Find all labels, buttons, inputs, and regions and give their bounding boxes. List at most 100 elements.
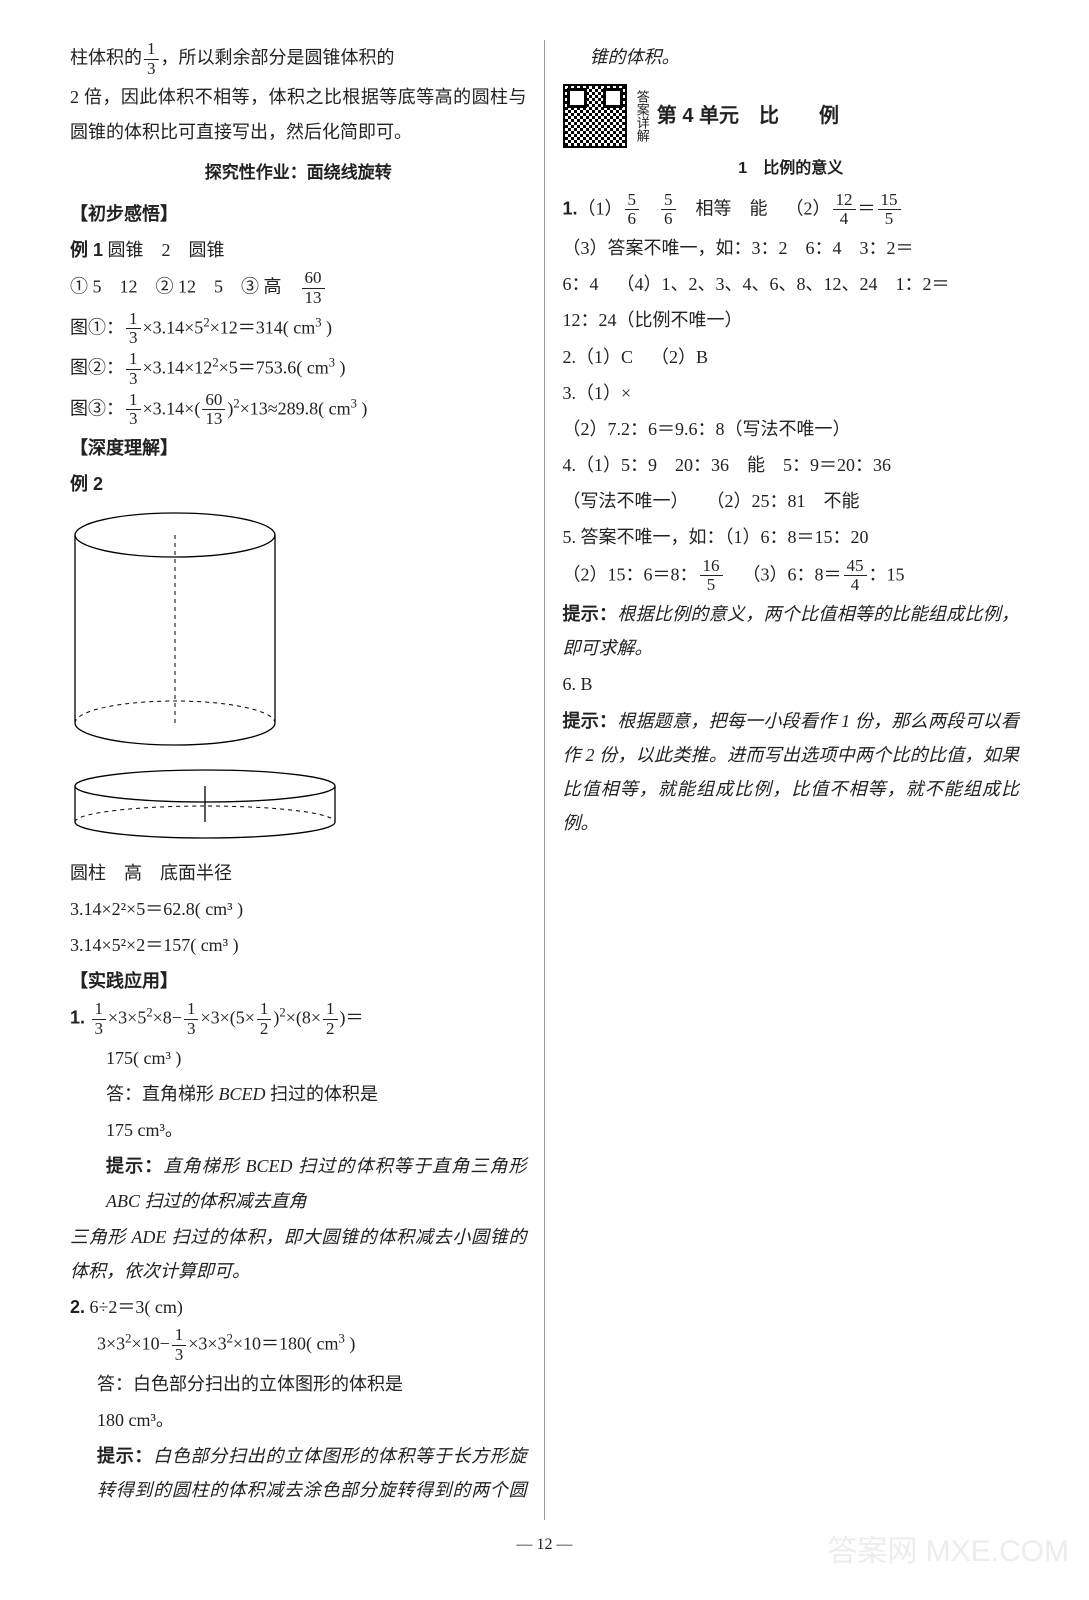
t: 3×3 bbox=[97, 1334, 125, 1354]
frac: 12 bbox=[323, 1000, 338, 1038]
hint-label: 提示： bbox=[97, 1446, 153, 1466]
t: （1） bbox=[578, 198, 623, 218]
app1-result: 175( cm³ ) bbox=[70, 1041, 527, 1075]
num: 1. bbox=[563, 198, 578, 218]
hint-text: 直角梯形 BCED 扫过的体积等于直角三角形 ABC 扫过的体积减去直角 bbox=[106, 1156, 527, 1210]
frac: 13 bbox=[126, 350, 141, 388]
example-2: 例 2 bbox=[70, 467, 527, 501]
t: BCED bbox=[219, 1084, 266, 1104]
t: ) bbox=[345, 1334, 356, 1354]
page-number: — 12 — bbox=[70, 1530, 1019, 1560]
r13: 6. B bbox=[563, 667, 1020, 701]
hint-text: 根据题意，把每一小段看作 1 份，那么两段可以看作 2 份，以此类推。进而写出选… bbox=[563, 711, 1020, 834]
r10: 5. 答案不唯一，如：（1）6：8＝15：20 bbox=[563, 520, 1020, 554]
frac: 13 bbox=[126, 391, 141, 429]
t: ×3× bbox=[200, 1008, 229, 1028]
t: （3）6：8＝ bbox=[725, 564, 842, 584]
frac: 13 bbox=[92, 1000, 107, 1038]
frac-15-5: 155 bbox=[878, 191, 901, 229]
t: ) bbox=[335, 357, 346, 377]
t: 图②： bbox=[70, 357, 124, 377]
ex1-label: 例 1 bbox=[70, 240, 103, 260]
fig3-calc: 图③：13×3.14×(6013)2×13≈289.8( cm3 ) bbox=[70, 391, 527, 429]
q2-line1: 2. 6÷2＝3( cm) bbox=[70, 1290, 527, 1324]
para-intro-2: 2 倍，因此体积不相等，体积之比根据等底等高的圆柱与圆锥的体积比可直接写出，然后… bbox=[70, 80, 527, 148]
t: ×3×3 bbox=[188, 1334, 226, 1354]
t: ×13≈289.8( cm bbox=[240, 398, 351, 418]
hint-label: 提示： bbox=[563, 604, 618, 624]
t: ×3.14×5 bbox=[143, 317, 204, 337]
t: 图③： bbox=[70, 398, 124, 418]
t: 8× bbox=[302, 1008, 321, 1028]
text: 柱体积的 bbox=[70, 47, 142, 67]
r5: 2.（1）C （2）B bbox=[563, 340, 1020, 374]
frac: 13 bbox=[184, 1000, 199, 1038]
frac-16-5: 165 bbox=[700, 557, 723, 595]
t: 6÷2＝3( cm) bbox=[90, 1297, 183, 1317]
line-nums: ① 5 12 ② 12 5 ③ 高 6013 bbox=[70, 269, 527, 307]
t: ×3.14×12 bbox=[143, 357, 213, 377]
t: ) bbox=[357, 398, 368, 418]
t: ) bbox=[322, 317, 333, 337]
r6: 3.（1）× bbox=[563, 376, 1020, 410]
unit-header-row: 答案详解 第 4 单元 比 例 bbox=[563, 84, 1020, 148]
t: ＝ bbox=[346, 1008, 364, 1028]
t: ：15 bbox=[869, 564, 905, 584]
qr-label: 答案详解 bbox=[635, 90, 649, 142]
fig2-calc: 图②：13×3.14×122×5＝753.6( cm3 ) bbox=[70, 350, 527, 388]
t: （2）15：6＝8： bbox=[563, 564, 698, 584]
ex1-text: 圆锥 2 圆锥 bbox=[108, 240, 225, 260]
app1-line1: 1. 13×3×52×8−13×3×(5×12)2×(8×12)＝ bbox=[70, 1000, 527, 1038]
example-1: 例 1 圆锥 2 圆锥 bbox=[70, 233, 527, 267]
r7: （2）7.2：6＝9.6：8（写法不唯一） bbox=[563, 412, 1020, 446]
frac-60-13: 6013 bbox=[202, 391, 225, 429]
cyl-calc-2: 3.14×5²×2＝157( cm³ ) bbox=[70, 928, 527, 962]
r14: 提示：根据题意，把每一小段看作 1 份，那么两段可以看作 2 份，以此类推。进而… bbox=[563, 704, 1020, 841]
q2-calc: 3×32×10−13×3×32×10＝180( cm3 ) bbox=[70, 1326, 527, 1364]
frac-5-6: 56 bbox=[625, 191, 640, 229]
app1-answer2: 175 cm³。 bbox=[70, 1113, 527, 1147]
heading-shijian: 【实践应用】 bbox=[70, 964, 527, 998]
app1-hint: 提示：直角梯形 BCED 扫过的体积等于直角三角形 ABC 扫过的体积减去直角 bbox=[70, 1149, 527, 1217]
frac: 12 bbox=[257, 1000, 272, 1038]
para-intro-1: 柱体积的13，所以剩余部分是圆锥体积的 bbox=[70, 40, 527, 78]
hint-label: 提示： bbox=[106, 1156, 163, 1176]
t: ＝ bbox=[858, 198, 876, 218]
cylinder-tall-figure bbox=[70, 509, 527, 760]
r9: （写法不唯一） （2）25：81 不能 bbox=[563, 484, 1020, 518]
hint-label: 提示： bbox=[563, 711, 618, 731]
r4: 12：24（比例不唯一） bbox=[563, 303, 1020, 337]
sub-title-1: 1 比例的意义 bbox=[563, 154, 1020, 184]
frac-12-4: 124 bbox=[833, 191, 856, 229]
heading-shendu: 【深度理解】 bbox=[70, 431, 527, 465]
qr-code-icon bbox=[563, 84, 627, 148]
frac: 13 bbox=[126, 310, 141, 348]
frac: 13 bbox=[172, 1326, 187, 1364]
fig1-calc: 图①：13×3.14×52×12＝314( cm3 ) bbox=[70, 310, 527, 348]
num: 1. bbox=[70, 1008, 85, 1028]
t: ×3.14× bbox=[143, 398, 195, 418]
t: × bbox=[286, 1008, 296, 1028]
cylinder-flat-figure bbox=[70, 768, 527, 851]
frac-5-6b: 56 bbox=[661, 191, 676, 229]
frac-1-3: 13 bbox=[144, 40, 159, 78]
r8: 4.（1）5：9 20：36 能 5：9＝20：36 bbox=[563, 448, 1020, 482]
nums-text: ① 5 12 ② 12 5 ③ 高 bbox=[70, 277, 300, 297]
t bbox=[641, 198, 659, 218]
num: 2. bbox=[70, 1297, 85, 1317]
r3: 6：4 （4）1、2、3、4、6、8、12、24 1：2＝ bbox=[563, 267, 1020, 301]
t: 相等 能 （2） bbox=[678, 198, 831, 218]
r11: （2）15：6＝8：165 （3）6：8＝454：15 bbox=[563, 557, 1020, 595]
t: ×10＝180( cm bbox=[233, 1334, 339, 1354]
explore-title: 探究性作业：面绕线旋转 bbox=[70, 157, 527, 189]
heading-chubu: 【初步感悟】 bbox=[70, 197, 527, 231]
t: ×10− bbox=[131, 1334, 169, 1354]
t: ×3×5 bbox=[108, 1008, 146, 1028]
t: 扫过的体积是 bbox=[270, 1084, 378, 1104]
text: ，所以剩余部分是圆锥体积的 bbox=[161, 47, 395, 67]
r12: 提示：根据比例的意义，两个比值相等的比能组成比例，即可求解。 bbox=[563, 597, 1020, 665]
t: ×8− bbox=[153, 1008, 182, 1028]
r2: （3）答案不唯一，如：3：2 6：4 3：2＝ bbox=[563, 231, 1020, 265]
hint-text: 根据比例的意义，两个比值相等的比能组成比例，即可求解。 bbox=[563, 604, 1020, 658]
frac-60-13: 6013 bbox=[302, 269, 325, 307]
